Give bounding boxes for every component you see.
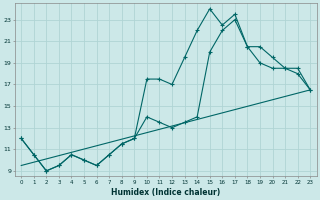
X-axis label: Humidex (Indice chaleur): Humidex (Indice chaleur): [111, 188, 220, 197]
